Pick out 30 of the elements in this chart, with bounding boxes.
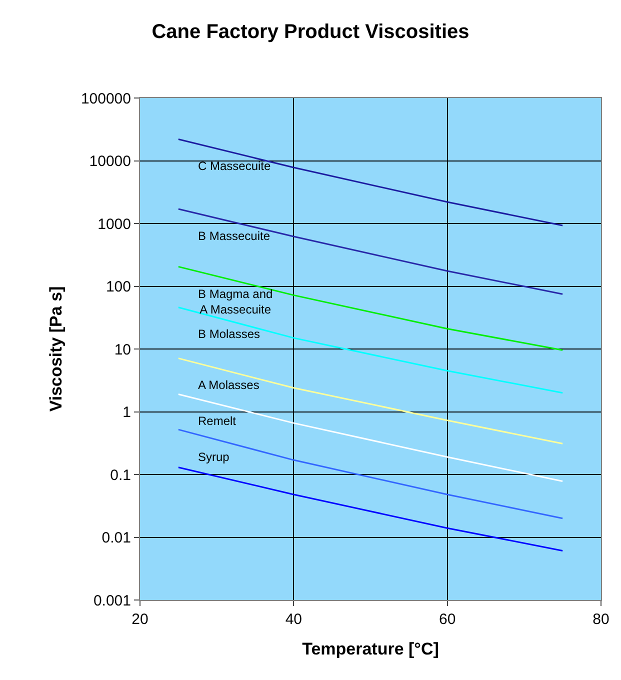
x-tick-label: 20 (132, 611, 148, 628)
y-tick-label: 0.01 (102, 530, 131, 546)
y-tick-label: 10 (114, 341, 131, 358)
line-series (178, 358, 564, 444)
x-tick-label: 80 (592, 611, 610, 628)
x-tick-label: 40 (285, 611, 302, 628)
x-axis-title: Temperature [°C] (302, 639, 439, 658)
y-tick-label: 0.1 (110, 466, 131, 484)
y-tick-label: 1000 (98, 216, 131, 233)
series-label: C Massecuite (198, 159, 272, 173)
y-tick-label: 10000 (89, 153, 131, 170)
series-label: B Massecuite (198, 229, 270, 243)
line-series (178, 466, 564, 552)
line-series (178, 394, 564, 482)
y-tick-label: 0.001 (93, 592, 131, 610)
series-label: A Molasses (198, 378, 260, 392)
y-tick-label: 100 (106, 278, 131, 296)
series-label: B Magma and A Massecuite (198, 287, 273, 317)
line-series (178, 138, 564, 226)
series-label: B Molasses (198, 327, 260, 341)
y-axis-title: Viscosity [Pa s] (46, 286, 66, 412)
series-label: Remelt (198, 414, 237, 428)
line-series (178, 428, 564, 520)
line-series (178, 266, 564, 351)
y-tick-label: 100000 (80, 90, 131, 108)
y-tick-label: 1 (122, 404, 131, 421)
line-series (178, 306, 564, 394)
chart-title: Cane Factory Product Viscosities (152, 20, 470, 43)
series-label: Syrup (198, 450, 230, 464)
x-tick-label: 60 (438, 611, 456, 628)
